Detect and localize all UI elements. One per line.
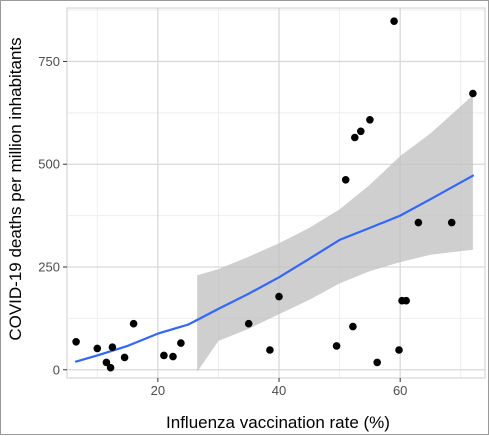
y-tick-label: 0: [53, 362, 60, 377]
data-point: [160, 351, 168, 360]
data-point: [108, 343, 117, 352]
data-point: [390, 17, 398, 26]
data-point: [275, 292, 283, 301]
y-tick-label: 750: [38, 54, 60, 69]
panel-border: [66, 7, 486, 379]
data-point: [72, 338, 80, 346]
confidence-band: [197, 95, 473, 372]
data-point: [244, 319, 253, 328]
data-point: [395, 346, 403, 354]
data-points: [72, 17, 477, 372]
y-tick-label: 250: [38, 260, 60, 275]
data-point: [93, 344, 102, 353]
x-axis-title: Influenza vaccination rate (%): [166, 413, 390, 432]
data-point: [447, 218, 456, 227]
data-point: [129, 319, 138, 328]
data-point: [402, 296, 411, 305]
axes: 20 40 60 0 250 500 750: [38, 54, 407, 398]
data-point: [177, 339, 185, 347]
trend-line: [74, 174, 474, 363]
x-tick-label: 40: [272, 383, 286, 398]
y-axis-title: COVID-19 deaths per million inhabitants: [6, 37, 25, 340]
data-point: [102, 358, 111, 367]
confidence-band-layer: [197, 95, 473, 372]
data-point: [414, 218, 423, 227]
data-point: [169, 352, 177, 361]
data-point: [120, 353, 129, 362]
x-tick-label: 60: [393, 383, 407, 398]
trend-line-layer: [74, 174, 474, 363]
data-point: [332, 342, 341, 350]
data-point: [366, 116, 374, 124]
data-point: [341, 176, 350, 184]
data-point: [373, 358, 382, 367]
data-point: [266, 346, 274, 354]
y-tick-label: 500: [38, 157, 60, 172]
data-point: [351, 133, 359, 142]
data-point: [106, 363, 115, 372]
data-point: [469, 89, 477, 98]
data-point: [357, 127, 365, 136]
data-point: [349, 322, 357, 331]
x-tick-label: 20: [151, 383, 165, 398]
